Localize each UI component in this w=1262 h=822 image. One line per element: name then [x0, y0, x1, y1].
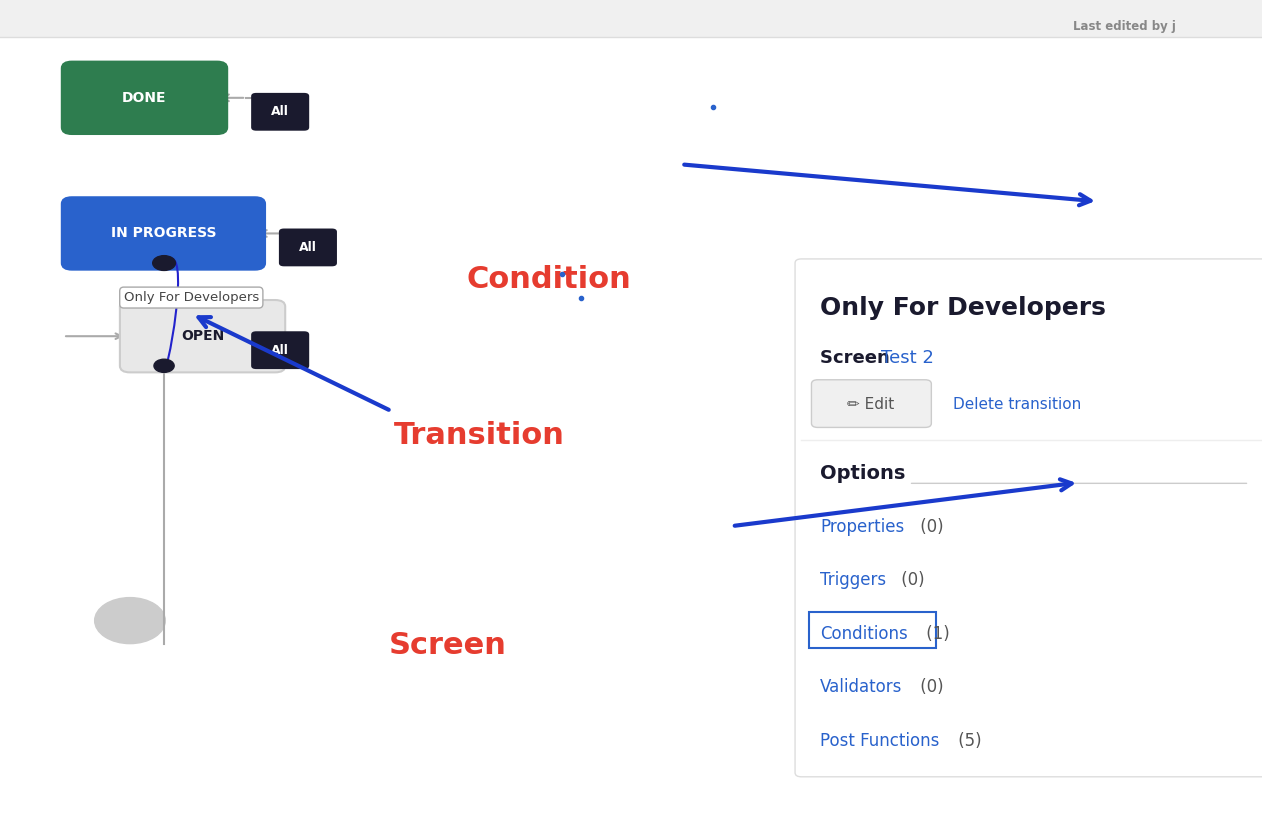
Circle shape: [154, 359, 174, 372]
Text: Only For Developers: Only For Developers: [124, 291, 259, 304]
Text: (0): (0): [915, 678, 944, 696]
FancyBboxPatch shape: [251, 93, 309, 131]
Circle shape: [153, 256, 175, 270]
FancyBboxPatch shape: [0, 0, 1262, 37]
FancyBboxPatch shape: [120, 300, 285, 372]
Text: IN PROGRESS: IN PROGRESS: [111, 226, 216, 241]
Text: Validators: Validators: [820, 678, 902, 696]
Text: (5): (5): [953, 732, 982, 750]
Text: OPEN: OPEN: [180, 329, 225, 344]
FancyBboxPatch shape: [62, 197, 265, 270]
Text: Triggers: Triggers: [820, 571, 886, 589]
FancyBboxPatch shape: [811, 380, 931, 427]
Text: Conditions: Conditions: [820, 625, 909, 643]
FancyBboxPatch shape: [279, 229, 337, 266]
Text: All: All: [299, 241, 317, 254]
Text: All: All: [271, 105, 289, 118]
Text: Only For Developers: Only For Developers: [820, 296, 1107, 320]
FancyBboxPatch shape: [62, 62, 227, 134]
Text: Screen: Screen: [820, 349, 896, 367]
FancyBboxPatch shape: [795, 259, 1262, 777]
Text: Post Functions: Post Functions: [820, 732, 940, 750]
Circle shape: [95, 598, 165, 644]
Text: Test 2: Test 2: [881, 349, 934, 367]
Text: Options: Options: [820, 464, 906, 483]
Text: Screen: Screen: [389, 630, 507, 660]
Text: (1): (1): [921, 625, 950, 643]
Text: Transition: Transition: [394, 421, 565, 450]
Text: Delete transition: Delete transition: [953, 397, 1082, 412]
Text: ✏ Edit: ✏ Edit: [847, 397, 895, 412]
Text: Properties: Properties: [820, 518, 905, 536]
Text: Last edited by j: Last edited by j: [1073, 20, 1176, 33]
Text: (0): (0): [915, 518, 944, 536]
Text: Condition: Condition: [467, 265, 631, 294]
Text: All: All: [271, 344, 289, 357]
FancyBboxPatch shape: [251, 331, 309, 369]
Text: DONE: DONE: [122, 90, 167, 105]
Text: (0): (0): [896, 571, 925, 589]
